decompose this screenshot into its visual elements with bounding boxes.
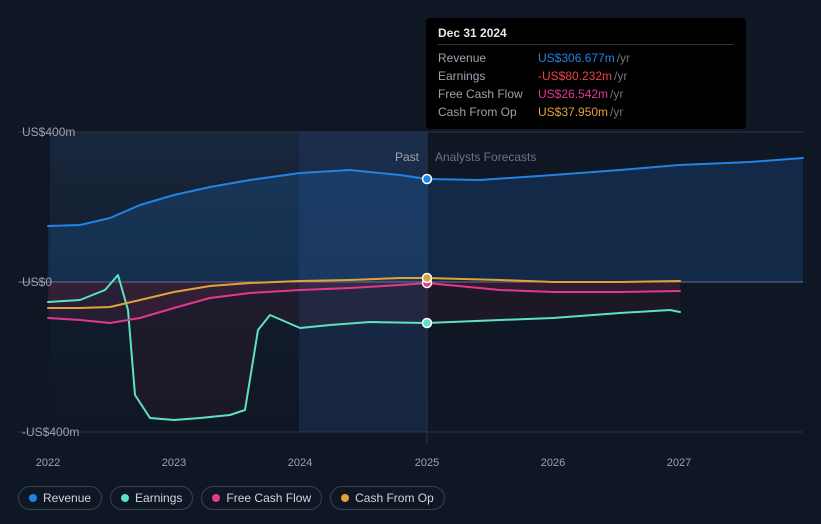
legend-item-free-cash-flow[interactable]: Free Cash Flow <box>201 486 322 510</box>
x-axis-tick: 2027 <box>667 457 691 469</box>
legend-dot <box>121 494 129 502</box>
y-axis-label: -US$400m <box>22 425 79 439</box>
y-axis-label: US$400m <box>22 125 75 139</box>
legend-label: Revenue <box>43 491 91 505</box>
tooltip-metric-value: -US$80.232m <box>538 67 612 85</box>
x-axis-tick: 2026 <box>541 457 565 469</box>
past-label: Past <box>395 150 419 164</box>
x-axis-tick: 2022 <box>36 457 60 469</box>
legend-dot <box>212 494 220 502</box>
x-axis-tick: 2023 <box>162 457 186 469</box>
tooltip-metric-unit: /yr <box>614 67 627 85</box>
tooltip-metric-label: Cash From Op <box>438 103 538 121</box>
tooltip-metric-unit: /yr <box>610 85 623 103</box>
tooltip-metric-value: US$37.950m <box>538 103 608 121</box>
tooltip-date: Dec 31 2024 <box>438 26 734 45</box>
legend-item-earnings[interactable]: Earnings <box>110 486 193 510</box>
tooltip-metric-value: US$26.542m <box>538 85 608 103</box>
tooltip-metric-unit: /yr <box>610 103 623 121</box>
legend-dot <box>341 494 349 502</box>
legend-item-cash-from-op[interactable]: Cash From Op <box>330 486 445 510</box>
x-axis-tick: 2024 <box>288 457 312 469</box>
tooltip-metric-value: US$306.677m <box>538 49 615 67</box>
legend-dot <box>29 494 37 502</box>
y-axis-label: US$0 <box>22 275 52 289</box>
tooltip-metric-unit: /yr <box>617 49 630 67</box>
tooltip-metric-label: Earnings <box>438 67 538 85</box>
x-axis-tick: 2025 <box>415 457 439 469</box>
forecast-label: Analysts Forecasts <box>435 150 536 164</box>
legend-label: Cash From Op <box>355 491 434 505</box>
tooltip-metric-label: Free Cash Flow <box>438 85 538 103</box>
legend-item-revenue[interactable]: Revenue <box>18 486 102 510</box>
tooltip-row: Free Cash FlowUS$26.542m /yr <box>438 85 734 103</box>
chart-tooltip: Dec 31 2024 RevenueUS$306.677m /yrEarnin… <box>426 18 746 129</box>
tooltip-row: RevenueUS$306.677m /yr <box>438 49 734 67</box>
tooltip-row: Earnings-US$80.232m /yr <box>438 67 734 85</box>
financial-chart: US$400m US$0 -US$400m Past Analysts Foreca… <box>0 0 821 524</box>
legend-label: Earnings <box>135 491 182 505</box>
legend-label: Free Cash Flow <box>226 491 311 505</box>
tooltip-row: Cash From OpUS$37.950m /yr <box>438 103 734 121</box>
chart-legend: Revenue Earnings Free Cash Flow Cash From O… <box>18 486 445 510</box>
tooltip-metric-label: Revenue <box>438 49 538 67</box>
